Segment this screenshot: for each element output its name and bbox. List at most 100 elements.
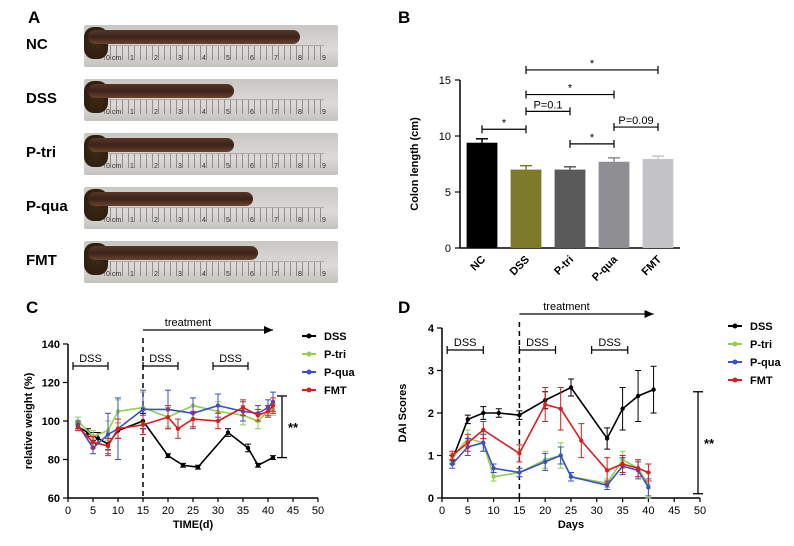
ruler-tick-label: 1 <box>130 109 134 116</box>
ruler-tick-label: 7 <box>274 217 278 224</box>
data-point <box>620 461 625 467</box>
y-tick-label: 15 <box>439 75 451 87</box>
ruler-tick-label: 4 <box>202 217 206 224</box>
data-point <box>491 466 496 471</box>
dss-period-label: DSS <box>526 337 549 349</box>
x-tick-label: 45 <box>668 505 680 517</box>
ruler-tick-label: 5 <box>226 163 230 170</box>
colon-photo: 0 cm 1 2 3 4 5 6 7 8 9 <box>84 133 338 175</box>
ruler-tick-label: 3 <box>178 55 182 62</box>
legend-marker <box>732 359 738 365</box>
ruler-tick-label: 7 <box>274 55 278 62</box>
y-tick-label: 5 <box>445 187 451 199</box>
legend-marker <box>732 341 738 347</box>
data-point <box>651 387 656 392</box>
data-point <box>646 485 651 490</box>
y-tick-label: 10 <box>439 131 451 143</box>
legend-label: P-tri <box>750 339 772 351</box>
data-point <box>175 426 181 431</box>
legend-marker <box>306 351 312 357</box>
colon-photo: 0 cm 1 2 3 4 5 6 7 8 9 <box>84 241 338 283</box>
significance-label: ** <box>704 436 715 451</box>
data-point <box>105 443 111 449</box>
ruler-tick-label: 9 <box>322 55 326 62</box>
data-point <box>481 410 486 416</box>
ruler-tick-label: 4 <box>202 163 206 170</box>
y-axis-label: relative weight (%) <box>23 372 35 469</box>
ruler-tick-label: 1 <box>130 271 134 278</box>
ruler-tick-label: 6 <box>250 163 254 170</box>
colon-photo: 0 cm 1 2 3 4 5 6 7 8 9 <box>84 187 338 229</box>
ruler-tick-label: 8 <box>298 109 302 116</box>
data-point <box>481 440 486 445</box>
ruler-tick-label: 8 <box>298 217 302 224</box>
series-line <box>451 441 650 488</box>
relative-weight-line-chart: 60 80 100 120 140 0 5 10 15 20 25 30 35 40 45 50 TIME(d)… <box>23 317 355 531</box>
ruler-tick-label: 7 <box>274 271 278 278</box>
ruler-tick-label: 5 <box>226 271 230 278</box>
x-tick-label: 15 <box>137 505 149 517</box>
significance-label: P=0.1 <box>533 99 562 111</box>
data-point <box>465 417 470 422</box>
x-tick-label: 5 <box>465 505 471 517</box>
x-tick-label: 20 <box>539 505 551 517</box>
ruler-tick-label: 0 cm <box>106 109 122 116</box>
dss-period-label: DSS <box>149 353 172 365</box>
dss-period-label: DSS <box>598 337 621 349</box>
significance-label: * <box>568 83 573 95</box>
x-tick-label: 10 <box>112 505 124 517</box>
data-point <box>215 403 221 408</box>
ruler-tick-label: 8 <box>298 163 302 170</box>
data-point <box>568 385 574 390</box>
data-point <box>604 483 610 488</box>
ruler-tick-label: 5 <box>226 217 230 224</box>
legend-label: FMT <box>324 385 347 397</box>
photo-label: FMT <box>26 252 57 269</box>
ruler-tick-label: 8 <box>298 55 302 62</box>
data-point <box>265 409 271 414</box>
x-tick-label: 45 <box>287 505 299 517</box>
legend-marker <box>306 387 312 393</box>
treatment-label: treatment <box>543 301 589 313</box>
dss-period-label: DSS <box>454 337 477 349</box>
data-point <box>558 453 563 458</box>
panel-letter-a: A <box>28 8 41 27</box>
ruler-tick-label: 1 <box>130 55 134 62</box>
data-point <box>215 418 221 424</box>
data-point <box>90 439 96 445</box>
colon-photo: 0 cm 1 2 3 4 5 6 7 8 9 <box>84 79 338 121</box>
data-point <box>180 463 186 468</box>
significance-label: ** <box>288 420 299 435</box>
colon-sample <box>88 84 235 98</box>
data-point <box>517 451 522 456</box>
data-point <box>165 414 171 420</box>
dss-period-label: DSS <box>219 353 242 365</box>
data-point <box>635 466 641 471</box>
colon-sample <box>88 138 235 152</box>
ruler-tick-label: 0 cm <box>106 55 122 62</box>
data-point <box>481 427 486 433</box>
data-point <box>195 465 201 470</box>
panel-letter-d: D <box>398 298 411 317</box>
ruler-tick-label: 2 <box>154 163 158 170</box>
x-tick-label: 5 <box>90 505 96 517</box>
ruler-tick-label: 6 <box>250 271 254 278</box>
data-point <box>517 470 522 475</box>
category-label: P-qua <box>590 253 621 284</box>
y-tick-label: 120 <box>42 378 60 390</box>
x-tick-label: 35 <box>616 505 628 517</box>
ruler-tick-label: 7 <box>274 109 278 116</box>
legend-label: FMT <box>750 375 773 387</box>
ruler-tick-label: 2 <box>154 55 158 62</box>
category-label: DSS <box>508 254 532 278</box>
series-line <box>451 386 654 461</box>
x-axis-label: TIME(d) <box>173 519 214 531</box>
x-tick-label: 35 <box>237 505 249 517</box>
photo-row-nc: NC 0 cm 1 2 3 4 5 6 7 8 9 <box>22 22 340 70</box>
x-tick-label: 40 <box>642 505 654 517</box>
data-point <box>270 403 276 408</box>
data-point <box>140 407 146 412</box>
data-point <box>255 413 261 418</box>
data-point <box>270 455 276 460</box>
